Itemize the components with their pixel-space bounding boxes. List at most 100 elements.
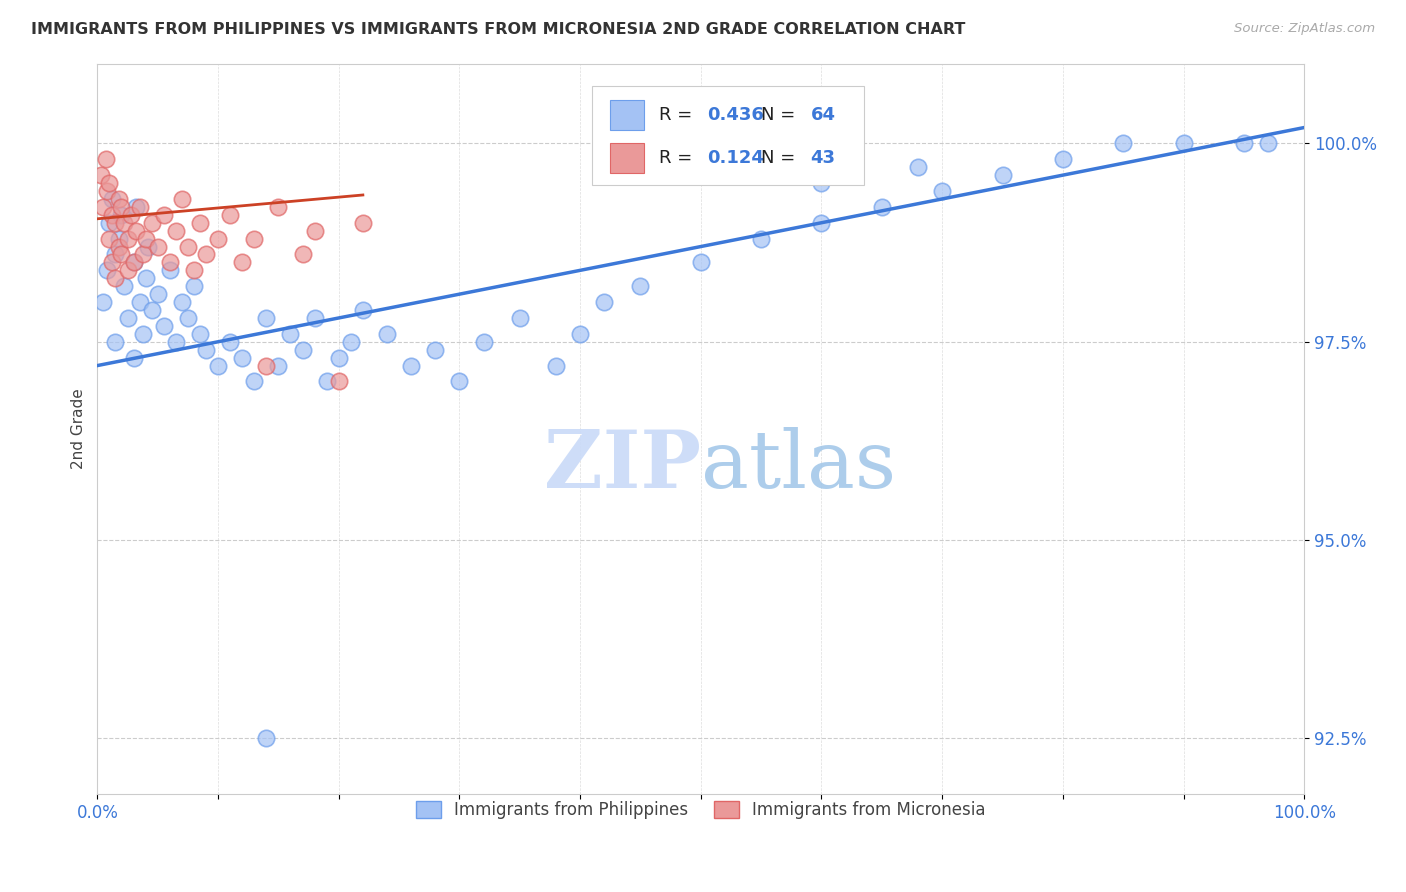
Point: [183, 263, 205, 277]
Point: [630, 279, 652, 293]
Point: [165, 224, 187, 238]
Point: [352, 216, 374, 230]
Point: [1052, 153, 1074, 167]
Point: [328, 351, 350, 365]
FancyBboxPatch shape: [610, 100, 644, 130]
Point: [132, 326, 155, 341]
Point: [188, 326, 211, 341]
Point: [243, 375, 266, 389]
Point: [472, 334, 495, 349]
Point: [117, 232, 139, 246]
Point: [991, 168, 1014, 182]
Text: 64: 64: [811, 106, 835, 124]
Point: [304, 310, 326, 325]
Point: [128, 200, 150, 214]
Point: [593, 295, 616, 310]
Point: [304, 224, 326, 238]
Point: [183, 279, 205, 293]
Point: [328, 375, 350, 389]
Point: [122, 255, 145, 269]
Point: [810, 176, 832, 190]
Point: [194, 343, 217, 357]
Point: [207, 232, 229, 246]
Point: [104, 216, 127, 230]
Point: [1257, 136, 1279, 151]
Text: R =: R =: [658, 106, 697, 124]
Point: [315, 375, 337, 389]
Point: [152, 318, 174, 333]
Point: [267, 359, 290, 373]
Point: [219, 208, 242, 222]
Point: [104, 271, 127, 285]
Point: [136, 239, 159, 253]
Point: [141, 216, 163, 230]
Point: [108, 192, 131, 206]
Text: Source: ZipAtlas.com: Source: ZipAtlas.com: [1234, 22, 1375, 36]
Text: R =: R =: [658, 149, 697, 167]
Point: [689, 255, 711, 269]
Point: [254, 310, 277, 325]
Text: ZIP: ZIP: [544, 426, 700, 505]
Point: [108, 232, 131, 246]
Point: [90, 168, 112, 182]
Point: [569, 326, 592, 341]
Point: [870, 200, 893, 214]
Point: [117, 310, 139, 325]
FancyBboxPatch shape: [610, 143, 644, 173]
Point: [135, 271, 157, 285]
Point: [146, 239, 169, 253]
Point: [449, 375, 471, 389]
Point: [907, 160, 929, 174]
Point: [931, 184, 953, 198]
Point: [125, 224, 148, 238]
Point: [1173, 136, 1195, 151]
Point: [93, 200, 115, 214]
Point: [132, 247, 155, 261]
Point: [231, 351, 253, 365]
Point: [101, 192, 124, 206]
Point: [98, 176, 121, 190]
Point: [291, 343, 314, 357]
Point: [544, 359, 567, 373]
Point: [117, 263, 139, 277]
Point: [425, 343, 447, 357]
Point: [749, 232, 772, 246]
Point: [267, 200, 290, 214]
Point: [231, 255, 253, 269]
Point: [112, 216, 135, 230]
Point: [207, 359, 229, 373]
Point: [93, 295, 115, 310]
Point: [128, 295, 150, 310]
Point: [194, 247, 217, 261]
Point: [280, 326, 302, 341]
Text: atlas: atlas: [700, 426, 896, 505]
Point: [165, 334, 187, 349]
Point: [110, 208, 132, 222]
Point: [243, 232, 266, 246]
Point: [122, 351, 145, 365]
Legend: Immigrants from Philippines, Immigrants from Micronesia: Immigrants from Philippines, Immigrants …: [409, 795, 993, 826]
Point: [122, 255, 145, 269]
Point: [1233, 136, 1256, 151]
Text: N =: N =: [761, 106, 801, 124]
Point: [120, 208, 142, 222]
Point: [98, 232, 121, 246]
Point: [96, 263, 118, 277]
Point: [159, 255, 181, 269]
Point: [188, 216, 211, 230]
Point: [108, 239, 131, 253]
FancyBboxPatch shape: [592, 86, 863, 185]
Point: [399, 359, 422, 373]
Point: [291, 247, 314, 261]
Point: [94, 153, 117, 167]
Point: [104, 334, 127, 349]
Point: [96, 184, 118, 198]
Point: [810, 216, 832, 230]
Text: IMMIGRANTS FROM PHILIPPINES VS IMMIGRANTS FROM MICRONESIA 2ND GRADE CORRELATION : IMMIGRANTS FROM PHILIPPINES VS IMMIGRANT…: [31, 22, 966, 37]
Text: 0.124: 0.124: [707, 149, 763, 167]
Point: [1112, 136, 1135, 151]
Text: N =: N =: [761, 149, 801, 167]
Text: 0.436: 0.436: [707, 106, 763, 124]
Point: [110, 247, 132, 261]
Point: [170, 192, 193, 206]
